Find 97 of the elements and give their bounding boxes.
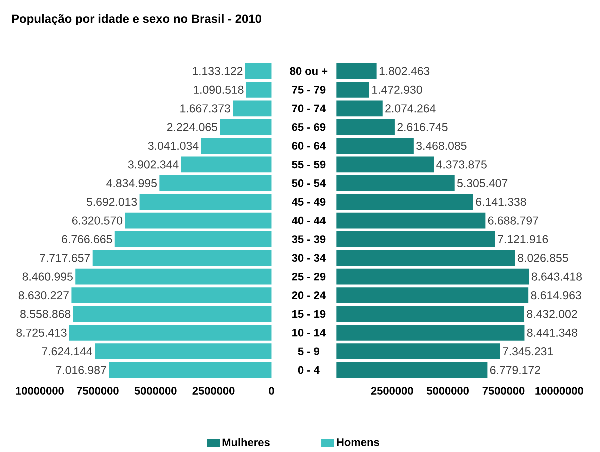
x-tick-label: 0 (269, 387, 274, 395)
data-label: 1.090.518 (194, 86, 244, 94)
data-label: 6.766.665 (62, 235, 112, 244)
y-tick-label: 55 - 59 (292, 160, 326, 169)
data-label: 8.441.348 (527, 328, 578, 338)
bar (336, 138, 414, 154)
bar (336, 212, 486, 229)
bar (72, 288, 272, 304)
bar (336, 176, 455, 192)
bar (245, 63, 272, 80)
data-label: 7.624.144 (42, 348, 92, 356)
legend-label: Homens (337, 438, 380, 446)
y-tick-label: 50 - 54 (292, 180, 326, 188)
y-tick-label: 15 - 19 (292, 310, 326, 318)
data-label: 2.616.745 (398, 123, 448, 132)
data-label: 8.026.855 (518, 254, 568, 262)
y-tick-label: 70 - 74 (292, 104, 326, 113)
y-tick-label: 40 - 44 (292, 216, 326, 225)
y-tick-label: 10 - 14 (292, 329, 326, 337)
data-label: 2.074.264 (386, 104, 436, 113)
data-label: 6.141.338 (476, 198, 526, 206)
data-label: 1.667.373 (180, 104, 230, 113)
y-tick-label: 20 - 24 (292, 292, 326, 300)
data-label: 1.133.122 (193, 67, 243, 76)
data-label: 8.558.868 (20, 310, 71, 318)
data-label: 8.460.995 (22, 272, 73, 281)
data-label: 7.345.231 (503, 348, 554, 356)
bar (336, 100, 383, 117)
x-tick-label: 5000000 (427, 387, 469, 395)
bar (246, 82, 272, 98)
data-label: 3.041.034 (148, 142, 199, 150)
bar (70, 325, 272, 341)
data-label: 3.468.085 (416, 142, 467, 150)
x-tick-label: 7500000 (76, 387, 119, 395)
data-label: 8.725.413 (16, 328, 67, 338)
bar (336, 325, 525, 341)
bar (336, 63, 377, 80)
x-tick-label: 7500000 (482, 387, 525, 395)
x-tick-label: 10000000 (16, 387, 64, 395)
data-label: 8.614.963 (531, 292, 582, 300)
data-label: 3.902.344 (128, 160, 179, 169)
y-tick-label: 75 - 79 (292, 86, 326, 94)
y-tick-label: 80 ou + (290, 67, 328, 76)
data-label: 7.717.657 (40, 254, 90, 262)
bar (336, 194, 474, 210)
y-tick-label: 30 - 34 (292, 254, 326, 262)
bar (109, 362, 272, 378)
data-label: 2.224.065 (167, 123, 218, 132)
bar (233, 100, 272, 117)
x-tick-label: 2500000 (371, 387, 414, 395)
bar (92, 250, 272, 266)
bar (125, 212, 272, 229)
y-tick-label: 65 - 69 (292, 124, 326, 132)
bar (95, 344, 272, 360)
bar (336, 119, 395, 136)
data-label: 7.121.916 (498, 235, 548, 244)
data-label: 5.692.013 (86, 198, 138, 206)
bar (336, 362, 488, 378)
x-tick-label: 5000000 (134, 387, 177, 395)
data-label: 1.802.463 (380, 67, 430, 76)
y-tick-label: 0 - 4 (298, 366, 320, 374)
y-tick-label: 45 - 49 (292, 198, 326, 206)
bar (336, 344, 500, 360)
bar (76, 268, 272, 285)
x-tick-label: 2500000 (192, 387, 235, 395)
legend-label: Mulheres (222, 438, 270, 447)
chart-title: População por idade e sexo no Brasil - 2010 (12, 14, 262, 26)
bar (201, 138, 272, 154)
bar (220, 119, 272, 136)
bar (336, 288, 529, 304)
data-label: 4.834.995 (106, 179, 157, 188)
x-tick-label: 10000000 (536, 387, 584, 395)
data-label: 6.779.172 (490, 366, 540, 374)
bar (181, 156, 272, 173)
bar (336, 156, 434, 173)
data-label: 6.320.570 (72, 216, 123, 225)
bar (114, 232, 272, 248)
bar (160, 176, 272, 192)
bar (336, 306, 525, 322)
data-label: 4.373.875 (436, 160, 487, 169)
data-label: 5.305.407 (458, 179, 508, 188)
y-tick-label: 5 - 9 (298, 348, 320, 356)
data-label: 6.688.797 (488, 216, 538, 225)
bar (336, 250, 516, 266)
data-label: 8.432.002 (527, 310, 578, 318)
data-label: 7.016.987 (56, 366, 106, 374)
data-label: 1.472.930 (372, 86, 422, 94)
bar (336, 232, 496, 248)
bar (140, 194, 272, 210)
bar (336, 268, 530, 285)
y-tick-label: 35 - 39 (292, 236, 326, 244)
y-tick-label: 25 - 29 (292, 273, 326, 281)
data-label: 8.630.227 (18, 292, 69, 300)
bar (336, 82, 370, 98)
data-label: 8.643.418 (532, 272, 582, 281)
y-tick-label: 60 - 64 (292, 142, 326, 150)
bar (73, 306, 272, 322)
